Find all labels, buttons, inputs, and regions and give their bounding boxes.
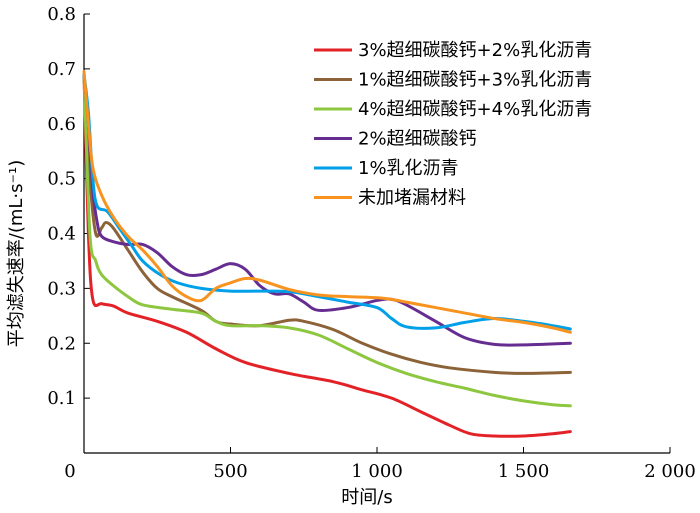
y-tick-label: 0.3 — [47, 278, 76, 299]
y-tick-label: 0.6 — [47, 114, 76, 135]
x-tick-label: 2 000 — [644, 461, 696, 482]
series-line-4 — [82, 72, 572, 347]
x-tick-label: 1 500 — [498, 461, 550, 482]
y-tick-label: 0.8 — [47, 4, 76, 25]
axes: 0 500 1 000 1 500 2 000 0.1 0.2 0.3 0.4 0.5 0.6 0.7… — [47, 4, 695, 482]
y-tick-label: 0.7 — [47, 59, 76, 80]
y-tick-label: 0.4 — [47, 224, 76, 245]
x-tick-label: 500 — [213, 461, 247, 482]
legend-label-6: 未加堵漏材料 — [358, 188, 466, 209]
legend-label-4: 2%超细碳酸钙 — [358, 129, 477, 150]
y-tick-label: 0.5 — [47, 169, 76, 190]
series-layer — [82, 70, 572, 438]
series-line-1 — [82, 72, 572, 438]
y-tick-label: 0.2 — [47, 333, 76, 354]
x-tick-label: 1 000 — [351, 461, 403, 482]
legend: 3%超细碳酸钙+2%乳化沥青 1%超细碳酸钙+3%乳化沥青 4%超细碳酸钙+4%乳化… — [314, 40, 592, 209]
legend-label-2: 1%超细碳酸钙+3%乳化沥青 — [358, 70, 592, 91]
legend-label-5: 1%乳化沥青 — [358, 158, 459, 179]
series-line-5 — [82, 72, 572, 331]
x-axis-title: 时间/s — [341, 487, 392, 508]
series-line-3 — [82, 72, 572, 408]
series-line-6 — [82, 70, 572, 334]
y-axis-title: 平均滤失速率/(mL·s⁻¹) — [6, 160, 27, 348]
y-tick-label: 0.1 — [47, 388, 76, 409]
legend-label-1: 3%超细碳酸钙+2%乳化沥青 — [358, 40, 592, 61]
legend-label-3: 4%超细碳酸钙+4%乳化沥青 — [358, 99, 592, 120]
x-tick-label: 0 — [64, 461, 75, 482]
